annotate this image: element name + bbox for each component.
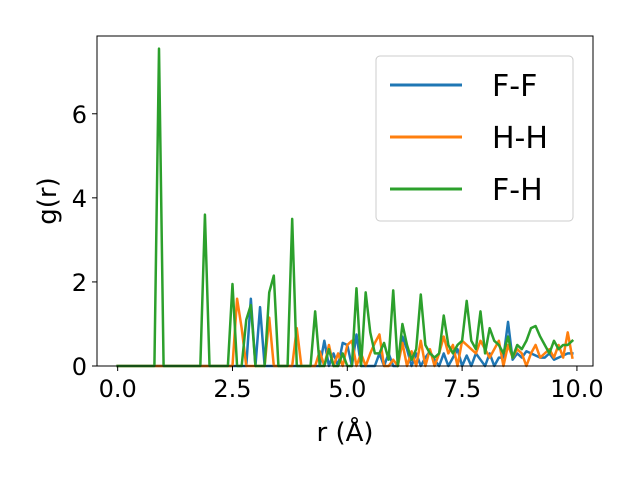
x-tick-label: 5.0 — [328, 375, 366, 403]
legend: F-F H-H F-H — [375, 55, 574, 222]
x-tick-label: 0.0 — [99, 375, 137, 403]
y-axis-title: g(r) — [33, 177, 63, 224]
y-tick-label: 4 — [72, 185, 87, 213]
x-tick-label: 2.5 — [213, 375, 251, 403]
plot-frame — [96, 35, 594, 367]
x-axis-ticks: 0.0 2.5 5.0 7.5 10.0 — [99, 366, 604, 403]
y-tick-label: 6 — [72, 101, 87, 129]
legend-label-f-h: F-H — [492, 173, 543, 208]
y-tick-label: 2 — [72, 269, 87, 297]
x-tick-label: 10.0 — [550, 375, 603, 403]
legend-box — [375, 55, 574, 222]
x-axis-title: r (Å) — [316, 416, 373, 448]
x-tick-label: 7.5 — [443, 375, 481, 403]
y-axis-ticks: 0 2 4 6 — [72, 101, 97, 381]
legend-label-h-h: H-H — [492, 121, 548, 156]
legend-label-f-f: F-F — [492, 69, 537, 104]
y-tick-label: 0 — [72, 353, 87, 381]
